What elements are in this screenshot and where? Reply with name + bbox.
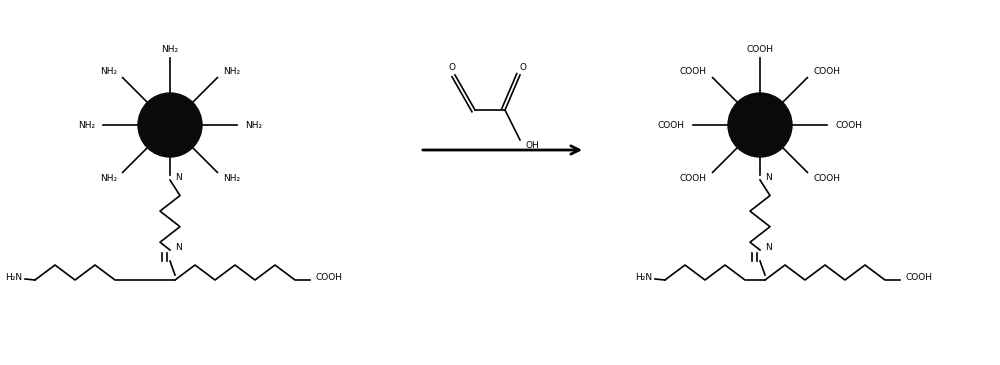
Text: COOH: COOH (905, 273, 932, 281)
Text: O: O (520, 62, 526, 72)
Text: COOH: COOH (680, 68, 707, 76)
Text: COOH: COOH (813, 68, 840, 76)
Text: N: N (765, 173, 772, 181)
Text: NH₂: NH₂ (223, 68, 240, 76)
Text: N: N (175, 242, 182, 251)
Text: NH₂: NH₂ (100, 173, 117, 182)
Ellipse shape (138, 93, 202, 157)
Text: COOH: COOH (813, 173, 840, 182)
Text: H₂N: H₂N (635, 273, 652, 281)
Text: COOH: COOH (835, 120, 862, 130)
Text: COOH: COOH (315, 273, 342, 281)
Ellipse shape (728, 93, 792, 157)
Text: COOH: COOH (680, 173, 707, 182)
Text: NH₂: NH₂ (78, 120, 95, 130)
Text: COOH: COOH (746, 46, 774, 54)
Text: N: N (175, 173, 182, 181)
Text: NH₂: NH₂ (100, 68, 117, 76)
Text: NH₂: NH₂ (223, 173, 240, 182)
Text: COOH: COOH (658, 120, 685, 130)
Text: NH₂: NH₂ (161, 46, 179, 54)
Text: H₂N: H₂N (5, 273, 22, 281)
Text: OH: OH (525, 141, 539, 150)
Text: N: N (765, 242, 772, 251)
Text: O: O (448, 62, 456, 72)
Text: NH₂: NH₂ (245, 120, 262, 130)
